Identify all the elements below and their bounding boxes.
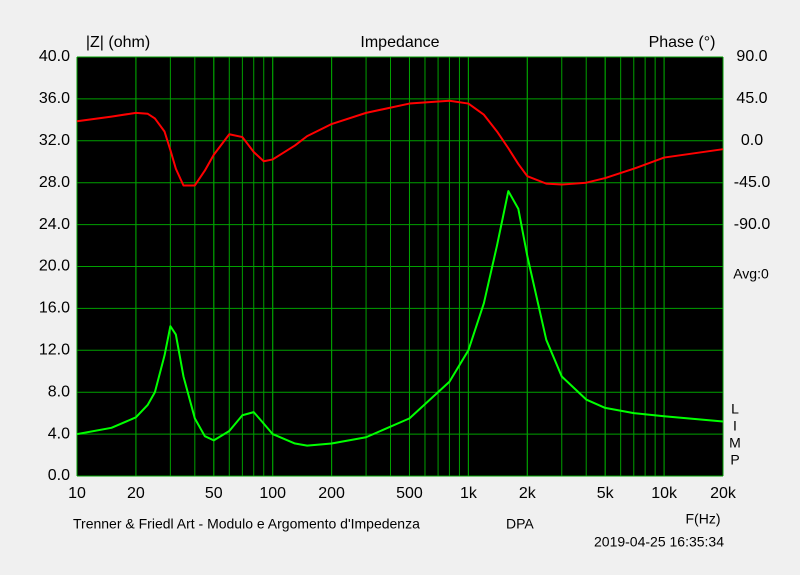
x-tick-label: 10 bbox=[68, 485, 86, 502]
y-tick-label: 8.0 bbox=[48, 383, 70, 400]
y2-tick-label: -45.0 bbox=[734, 174, 771, 191]
y-tick-label: 40.0 bbox=[39, 48, 70, 65]
y2-tick-label: 90.0 bbox=[736, 48, 767, 65]
y-tick-label: 36.0 bbox=[39, 90, 70, 107]
x-tick-label: 100 bbox=[259, 485, 286, 502]
timestamp: 2019-04-25 16:35:34 bbox=[594, 534, 724, 550]
annotation: P bbox=[730, 452, 739, 468]
x-tick-label: 50 bbox=[205, 485, 223, 502]
x-tick-label: 10k bbox=[651, 485, 678, 502]
x-tick-label: 20k bbox=[710, 485, 737, 502]
annotation: Avg:0 bbox=[733, 266, 769, 282]
footer: Trenner & Friedl Art - Modulo e Argoment… bbox=[73, 516, 420, 532]
chart-title: Impedance bbox=[360, 34, 439, 51]
x-tick-label: 200 bbox=[318, 485, 345, 502]
y2-tick-label: -90.0 bbox=[734, 216, 771, 233]
x-tick-label: 20 bbox=[127, 485, 145, 502]
y2-tick-label: 0.0 bbox=[741, 132, 763, 149]
x-axis-label: F(Hz) bbox=[686, 511, 721, 527]
y2-tick-label: 45.0 bbox=[736, 90, 767, 107]
annotation: M bbox=[729, 435, 741, 451]
y-tick-label: 16.0 bbox=[39, 300, 70, 317]
x-tick-label: 2k bbox=[519, 485, 537, 502]
y-tick-label: 12.0 bbox=[39, 342, 70, 359]
y-tick-label: 0.0 bbox=[48, 467, 70, 484]
x-tick-label: 1k bbox=[460, 485, 478, 502]
y-tick-label: 28.0 bbox=[39, 174, 70, 191]
x-tick-label: 500 bbox=[396, 485, 423, 502]
footer-tag: DPA bbox=[506, 516, 534, 532]
y-tick-label: 4.0 bbox=[48, 425, 70, 442]
y2-axis-label: Phase (°) bbox=[649, 34, 716, 51]
x-tick-label: 5k bbox=[597, 485, 615, 502]
series-line bbox=[76, 190, 724, 447]
y-axis-label: |Z| (ohm) bbox=[86, 34, 150, 51]
y-tick-label: 32.0 bbox=[39, 132, 70, 149]
series-line bbox=[76, 99, 724, 187]
y-tick-label: 20.0 bbox=[39, 258, 70, 275]
annotation: I bbox=[733, 418, 737, 434]
y-tick-label: 24.0 bbox=[39, 216, 70, 233]
annotation: L bbox=[731, 401, 739, 417]
